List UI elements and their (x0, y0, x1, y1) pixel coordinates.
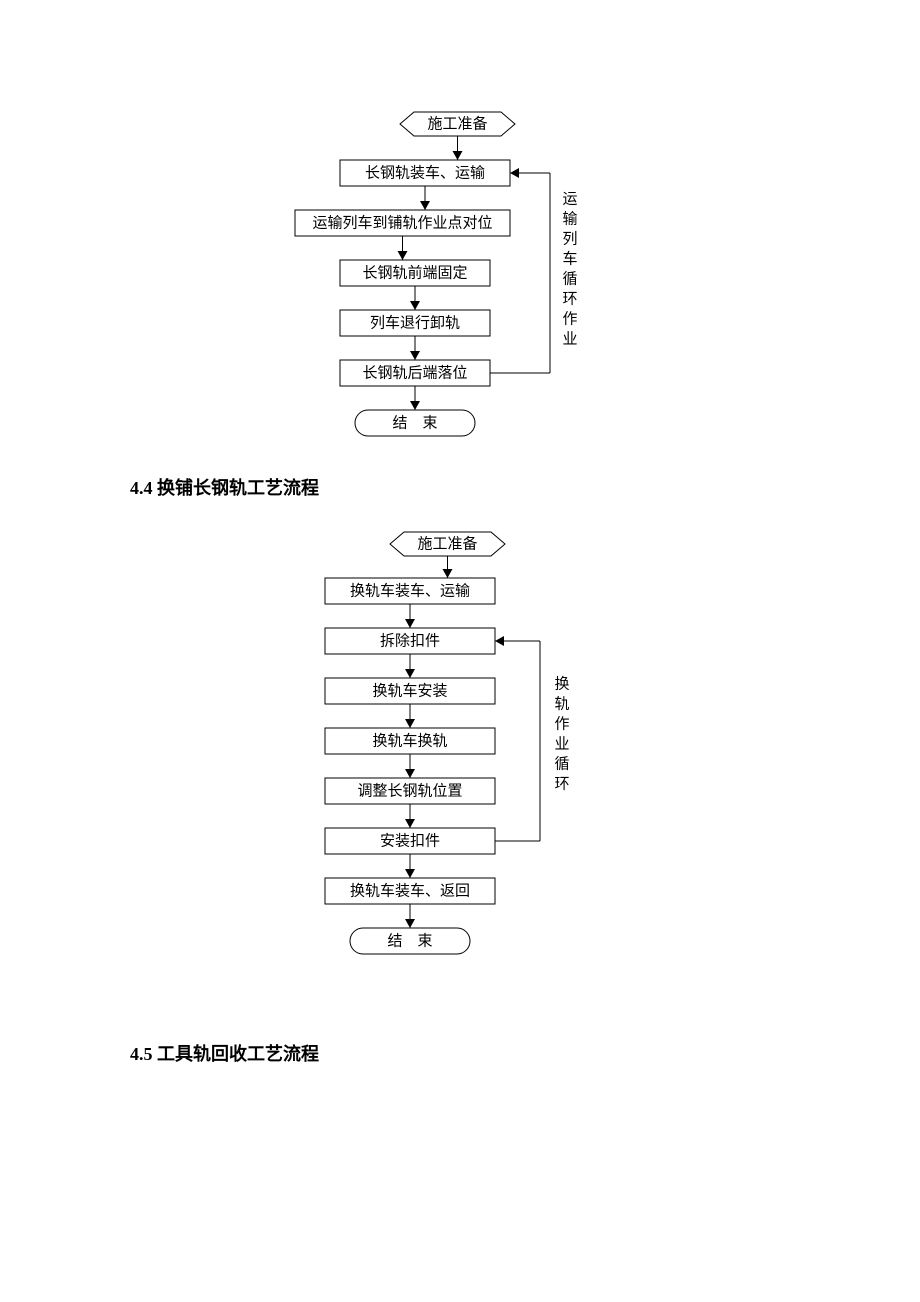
flowchart-2-node: 安装扣件 (325, 828, 495, 854)
svg-text:施工准备: 施工准备 (427, 115, 487, 132)
heading-4-5: 4.5 工具轨回收工艺流程 (130, 1040, 860, 1066)
svg-text:作: 作 (554, 715, 569, 732)
flowchart-2-container: 换轨作业循环 施工准备换轨车装车、运输拆除扣件换轨车安装换轨车换轨调整长钢轨位置安… (60, 520, 860, 980)
svg-text:调整长钢轨位置: 调整长钢轨位置 (357, 782, 462, 799)
svg-text:安装扣件: 安装扣件 (380, 832, 440, 849)
flowchart-2-node: 换轨车换轨 (325, 728, 495, 754)
flowchart-2-node: 换轨车安装 (325, 678, 495, 704)
flowchart-1-node: 长钢轨装车、运输 (340, 160, 510, 186)
flowchart-1-node: 长钢轨后端落位 (340, 360, 490, 386)
flowchart-2-node: 调整长钢轨位置 (325, 778, 495, 804)
svg-text:换轨车安装: 换轨车安装 (372, 682, 447, 699)
flowchart-1-node: 列车退行卸轨 (340, 310, 490, 336)
svg-text:作: 作 (562, 310, 577, 327)
svg-text:业: 业 (554, 735, 569, 752)
svg-text:换轨车装车、返回: 换轨车装车、返回 (350, 882, 470, 899)
svg-text:轨: 轨 (554, 695, 569, 712)
svg-text:拆除扣件: 拆除扣件 (380, 632, 440, 649)
flowchart-1-container: 运输列车循环作业 施工准备长钢轨装车、运输运输列车到铺轨作业点对位长钢轨前端固定列… (60, 100, 860, 450)
svg-text:业: 业 (562, 330, 577, 347)
svg-text:结 束: 结 束 (387, 932, 432, 949)
svg-text:环: 环 (554, 776, 569, 792)
flowchart-1-node: 施工准备 (400, 112, 515, 136)
flowchart-1-node: 长钢轨前端固定 (340, 260, 490, 286)
svg-text:长钢轨后端落位: 长钢轨后端落位 (362, 364, 467, 381)
flowchart-1-node: 运输列车到铺轨作业点对位 (295, 210, 510, 236)
svg-text:换轨车装车、运输: 换轨车装车、运输 (350, 582, 470, 599)
svg-text:结 束: 结 束 (392, 414, 437, 431)
svg-text:换: 换 (554, 675, 569, 692)
svg-text:换轨车换轨: 换轨车换轨 (372, 732, 447, 749)
svg-text:环: 环 (562, 291, 577, 307)
flowchart-1-node: 结 束 (355, 410, 475, 436)
page: 运输列车循环作业施工准备长钢轨装车、运输运输列车到铺轨作业点对位长钢轨前端固定列… (0, 0, 920, 1146)
heading-4-4: 4.4 换铺长钢轨工艺流程 (130, 474, 860, 500)
svg-text:循: 循 (554, 755, 569, 772)
svg-text:施工准备: 施工准备 (417, 535, 477, 552)
flowchart-2-node: 换轨车装车、返回 (325, 878, 495, 904)
svg-text:运输列车到铺轨作业点对位: 运输列车到铺轨作业点对位 (312, 214, 492, 231)
flowchart-2-node: 施工准备 (390, 532, 505, 556)
svg-text:运: 运 (562, 190, 577, 207)
svg-text:列: 列 (562, 230, 577, 247)
svg-text:输: 输 (562, 210, 577, 227)
flowchart-1: 运输列车循环作业 施工准备长钢轨装车、运输运输列车到铺轨作业点对位长钢轨前端固定列… (270, 100, 650, 450)
svg-text:长钢轨前端固定: 长钢轨前端固定 (362, 264, 467, 281)
flowchart-2: 换轨作业循环 施工准备换轨车装车、运输拆除扣件换轨车安装换轨车换轨调整长钢轨位置安… (280, 520, 640, 980)
flowchart-2-node: 结 束 (350, 928, 470, 954)
svg-text:车: 车 (562, 250, 577, 267)
flowchart-2-node: 拆除扣件 (325, 628, 495, 654)
svg-text:长钢轨装车、运输: 长钢轨装车、运输 (365, 164, 485, 181)
svg-text:列车退行卸轨: 列车退行卸轨 (370, 314, 460, 331)
flowchart-2-node: 换轨车装车、运输 (325, 578, 495, 604)
svg-text:循: 循 (562, 270, 577, 287)
